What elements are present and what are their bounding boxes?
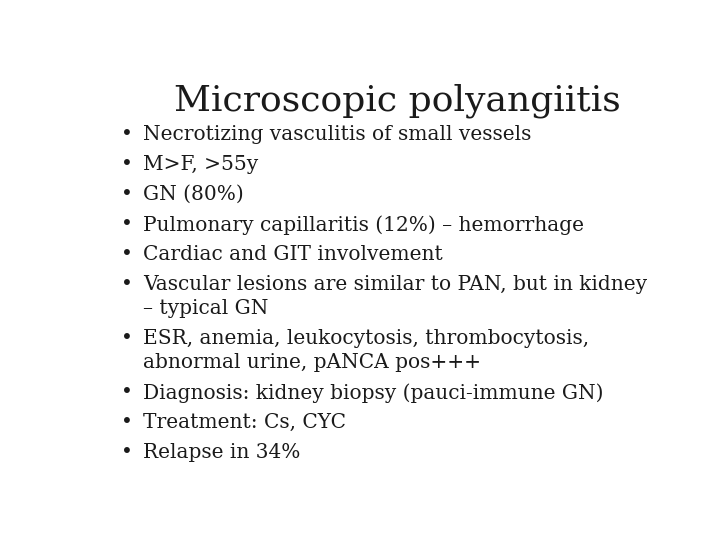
Text: •: • (121, 383, 132, 402)
Text: Microscopic polyangiitis: Microscopic polyangiitis (174, 84, 620, 118)
Text: •: • (121, 155, 132, 174)
Text: Diagnosis: kidney biopsy (pauci-immune GN): Diagnosis: kidney biopsy (pauci-immune G… (143, 383, 603, 402)
Text: GN (80%): GN (80%) (143, 185, 244, 204)
Text: •: • (121, 125, 132, 144)
Text: Vascular lesions are similar to PAN, but in kidney: Vascular lesions are similar to PAN, but… (143, 275, 647, 294)
Text: •: • (121, 215, 132, 234)
Text: •: • (121, 245, 132, 264)
Text: •: • (121, 413, 132, 432)
Text: abnormal urine, pANCA pos+++: abnormal urine, pANCA pos+++ (143, 353, 481, 372)
Text: Pulmonary capillaritis (12%) – hemorrhage: Pulmonary capillaritis (12%) – hemorrhag… (143, 215, 584, 234)
Text: Necrotizing vasculitis of small vessels: Necrotizing vasculitis of small vessels (143, 125, 531, 144)
Text: Cardiac and GIT involvement: Cardiac and GIT involvement (143, 245, 443, 264)
Text: Treatment: Cs, CYC: Treatment: Cs, CYC (143, 413, 346, 432)
Text: •: • (121, 185, 132, 204)
Text: – typical GN: – typical GN (143, 299, 269, 318)
Text: •: • (121, 329, 132, 348)
Text: Relapse in 34%: Relapse in 34% (143, 443, 300, 462)
Text: ESR, anemia, leukocytosis, thrombocytosis,: ESR, anemia, leukocytosis, thrombocytosi… (143, 329, 589, 348)
Text: •: • (121, 443, 132, 462)
Text: M>F, >55y: M>F, >55y (143, 155, 258, 174)
Text: •: • (121, 275, 132, 294)
